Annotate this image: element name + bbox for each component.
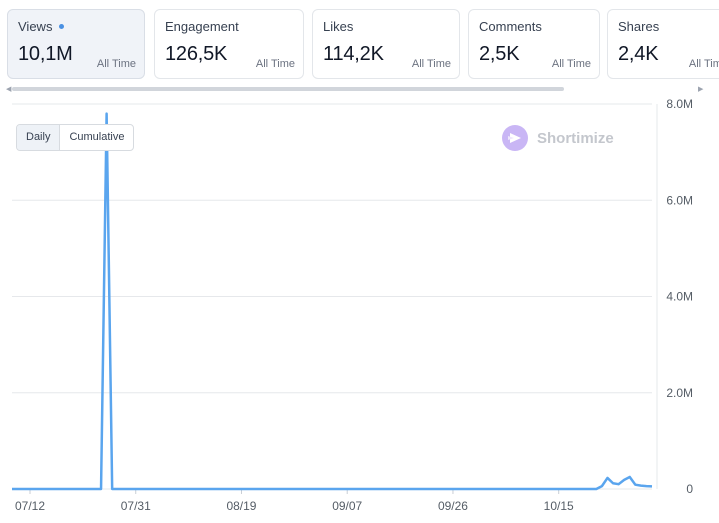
- cumulative-button[interactable]: Cumulative: [69, 131, 125, 143]
- y-axis: 0 2.0M 4.0M 6.0M 8.0M: [666, 97, 693, 496]
- card-label: Views: [18, 19, 65, 34]
- y-tick-label: 2.0M: [666, 386, 693, 400]
- y-tick-label: 0: [686, 482, 693, 496]
- card-label: Shares: [618, 19, 660, 34]
- card-label: Likes: [323, 19, 354, 34]
- x-tick-label: 08/19: [226, 499, 256, 513]
- daily-button[interactable]: Daily: [17, 125, 61, 150]
- x-tick-label: 10/15: [544, 499, 574, 513]
- y-tick-label: 4.0M: [666, 290, 693, 304]
- scroll-right-icon[interactable]: ▶: [698, 86, 704, 93]
- card-period: All Time: [551, 58, 591, 70]
- y-tick-label: 8.0M: [666, 97, 693, 111]
- card-label: Comments: [479, 19, 542, 34]
- x-tick-label: 09/07: [332, 499, 362, 513]
- card-period: All Time: [688, 58, 719, 70]
- card-comments[interactable]: Comments 2,5K All Time: [468, 9, 600, 79]
- x-tick-label: 09/26: [438, 499, 468, 513]
- card-value: 10,1M: [18, 43, 73, 65]
- horizontal-scrollbar[interactable]: [12, 87, 564, 91]
- shortimize-logo-icon: [502, 125, 528, 151]
- view-mode-toggle: Daily Cumulative: [16, 124, 135, 151]
- card-value: 2,4K: [618, 43, 659, 65]
- card-label: Engagement: [165, 19, 239, 34]
- card-views[interactable]: Views 10,1M All Time: [7, 9, 145, 79]
- views-series-line: [12, 112, 653, 491]
- card-period: All Time: [96, 58, 136, 70]
- card-period: All Time: [411, 58, 451, 70]
- x-tick-label: 07/12: [15, 499, 45, 513]
- card-period: All Time: [255, 58, 295, 70]
- x-tick-label: 07/31: [121, 499, 151, 513]
- brand-watermark: Shortimize: [502, 125, 614, 151]
- card-shares[interactable]: Shares 2,4K All Time: [607, 9, 719, 79]
- selected-indicator-icon: [59, 24, 65, 30]
- metric-cards: Views 10,1M All Time Engagement 126,5K A…: [0, 0, 719, 90]
- views-line-chart: 0 2.0M 4.0M 6.0M 8.0M 07/12 07/31 08/19 09/07 09…: [12, 97, 693, 513]
- y-tick-label: 6.0M: [666, 193, 693, 207]
- scroll-left-icon[interactable]: ◀: [6, 86, 12, 93]
- brand-name: Shortimize: [537, 129, 614, 147]
- card-engagement[interactable]: Engagement 126,5K All Time: [154, 9, 304, 79]
- card-value: 2,5K: [479, 43, 520, 65]
- card-value: 114,2K: [323, 43, 384, 65]
- x-axis: 07/12 07/31 08/19 09/07 09/26 10/15: [15, 489, 574, 513]
- card-likes[interactable]: Likes 114,2K All Time: [312, 9, 460, 79]
- card-value: 126,5K: [165, 43, 228, 65]
